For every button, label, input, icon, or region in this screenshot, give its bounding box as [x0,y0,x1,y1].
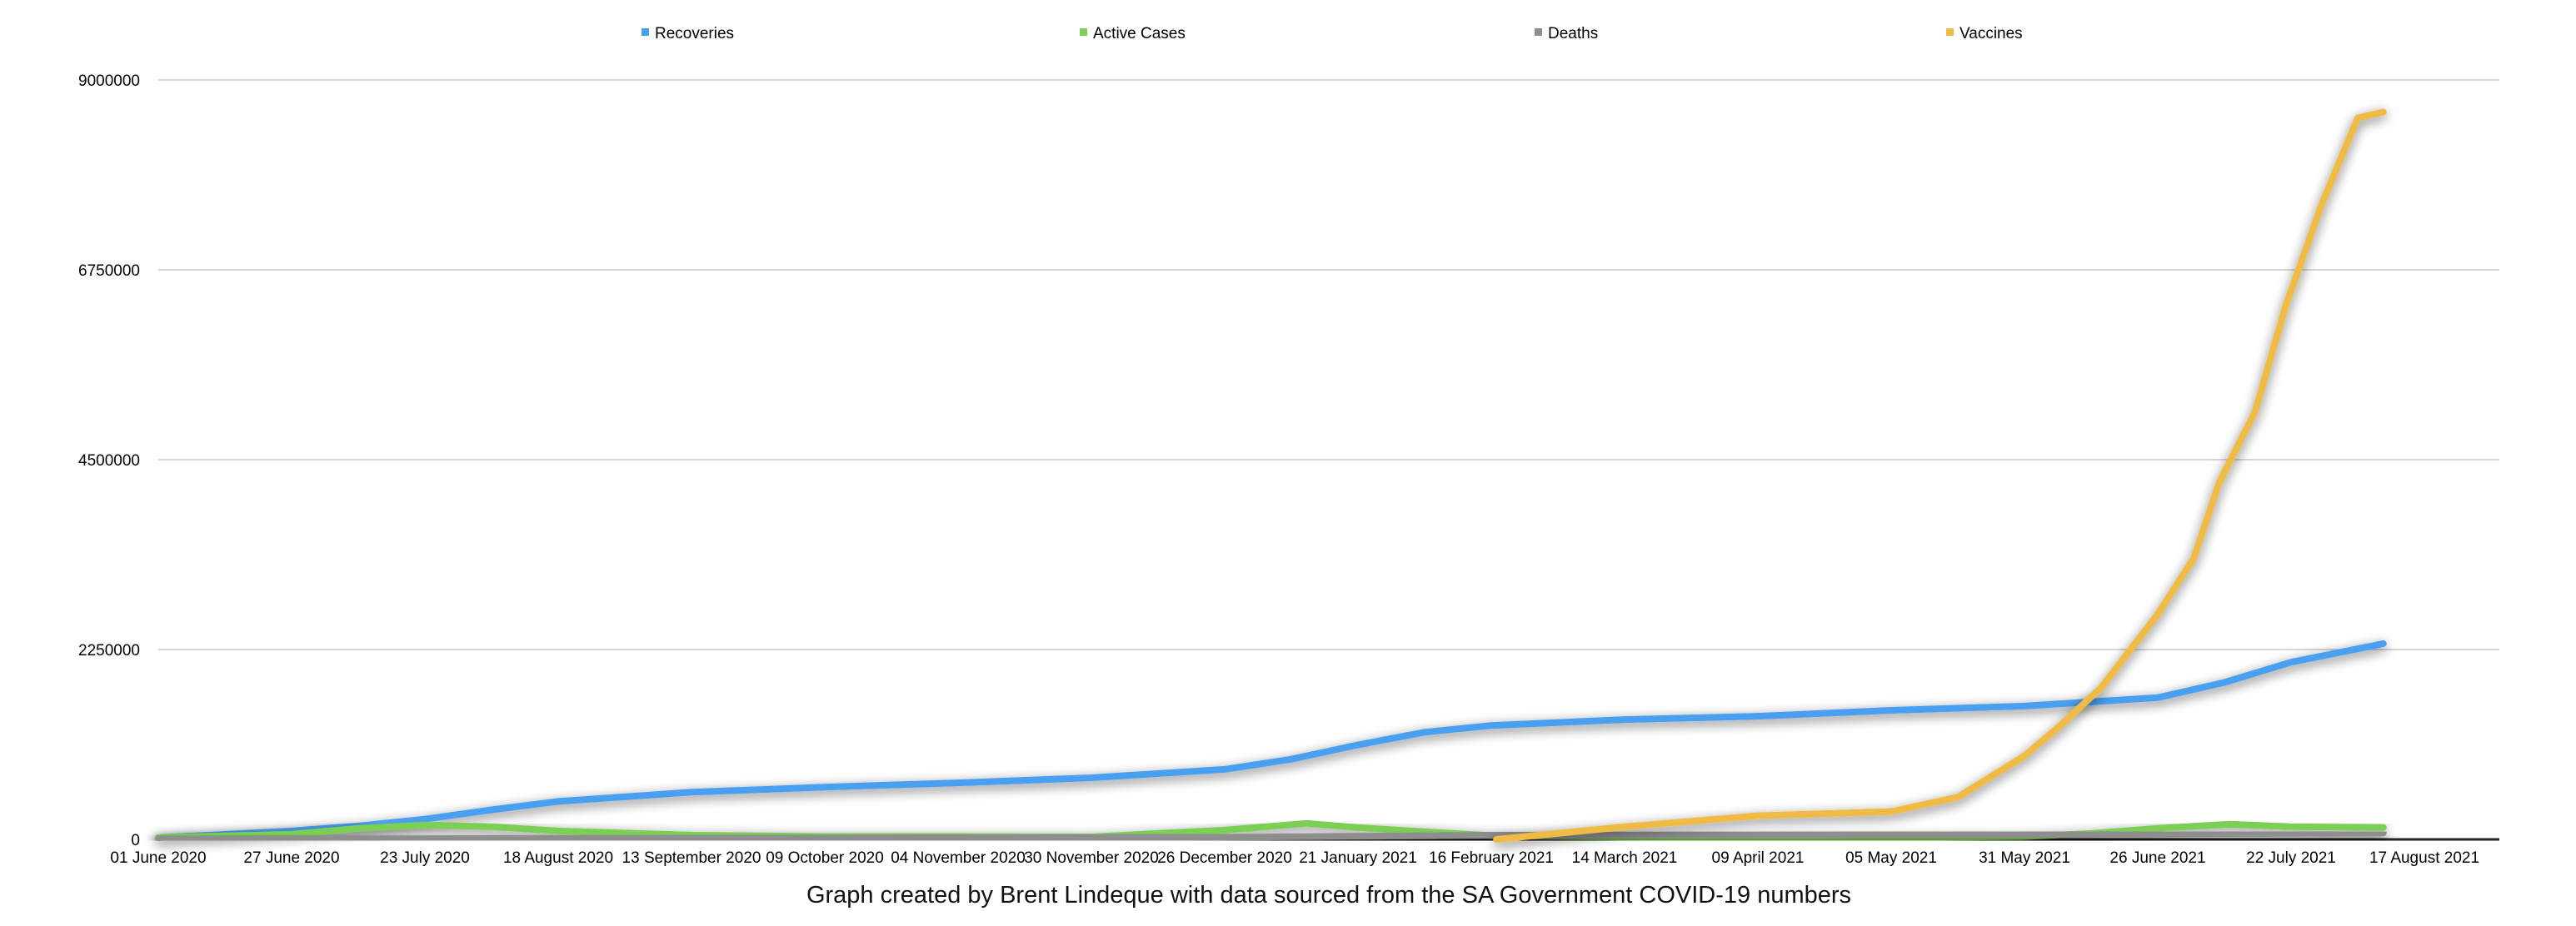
legend-label: Recoveries [655,25,734,42]
legend-label: Active Cases [1093,25,1186,42]
x-tick-label: 26 June 2021 [2109,849,2205,867]
legend-swatch [1946,28,1954,36]
y-tick-label: 9000000 [78,72,140,90]
x-tick-label: 18 August 2020 [503,849,613,867]
x-tick-label: 21 January 2021 [1299,849,1417,867]
x-tick-label: 09 October 2020 [766,849,884,867]
gridlines [158,79,2499,841]
x-tick-label: 09 April 2021 [1712,849,1805,867]
x-tick-label: 04 November 2020 [891,849,1026,867]
x-tick-label: 30 November 2020 [1024,849,1159,867]
series-vaccines [1493,108,2387,843]
x-tick-label: 23 July 2020 [380,849,470,867]
y-tick-label: 6750000 [78,262,140,280]
x-axis-ticks: 01 June 2020 27 June 2020 23 July 2020 18 A… [110,849,2479,867]
x-tick-label: 05 May 2021 [1845,849,1937,867]
series-lines [155,108,2387,843]
x-tick-label: 31 May 2021 [1979,849,2070,867]
y-axis-ticks: 0 2250000 4500000 6750000 9000000 [78,72,140,849]
series-line [155,640,2387,841]
series-recoveries [155,640,2387,841]
series-deaths [155,829,2387,843]
legend-swatch [642,28,649,36]
legend-item: Vaccines [1946,25,2023,42]
legend-swatch [1535,28,1542,36]
y-tick-label: 0 [131,832,140,849]
x-tick-label: 01 June 2020 [110,849,206,867]
legend-item: Active Cases [1080,25,1186,42]
y-tick-label: 4500000 [78,452,140,470]
x-tick-label: 16 February 2021 [1429,849,1554,867]
x-tick-label: 26 December 2020 [1157,849,1292,867]
legend-swatch [1080,28,1087,36]
x-tick-label: 14 March 2021 [1572,849,1678,867]
x-tick-label: 17 August 2021 [2369,849,2479,867]
legend-label: Deaths [1548,25,1598,42]
series-line [155,829,2387,843]
series-line [1493,108,2387,843]
chart-caption: Graph created by Brent Lindeque with dat… [806,882,1851,909]
y-tick-label: 2250000 [78,642,140,660]
legend-label: Vaccines [1959,25,2023,42]
x-tick-label: 13 September 2020 [622,849,761,867]
legend: Recoveries Active Cases Deaths Vaccines [642,25,2023,42]
legend-item: Recoveries [642,25,734,42]
x-tick-label: 27 June 2020 [243,849,339,867]
x-tick-label: 22 July 2021 [2246,849,2336,867]
legend-item: Deaths [1535,25,1598,42]
